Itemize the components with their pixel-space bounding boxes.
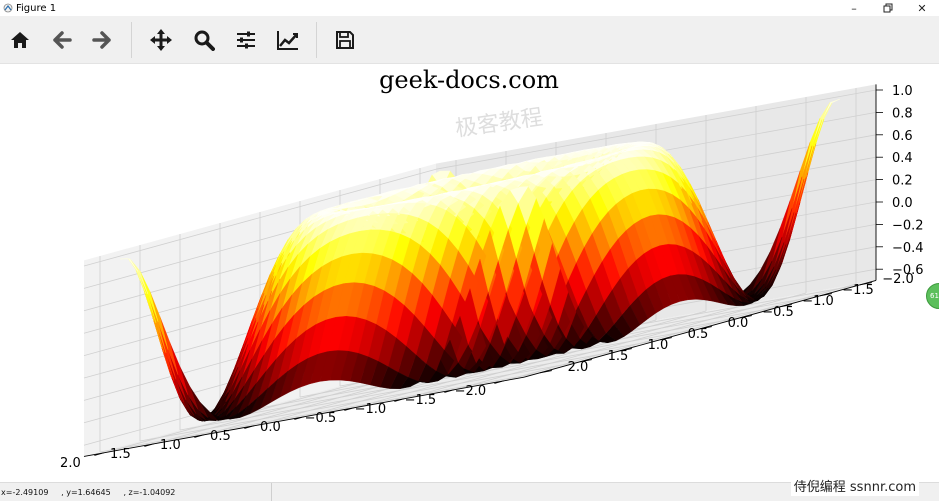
x-tick xyxy=(144,443,155,447)
edit-axis-button[interactable] xyxy=(273,25,303,55)
y-tick-label: 0.0 xyxy=(728,316,749,331)
x-tick xyxy=(194,434,205,438)
z-tick-label: −0.6 xyxy=(892,263,924,278)
z-tick-label: 0.6 xyxy=(892,129,913,144)
y-tick xyxy=(819,293,833,297)
z-tick-label: 0.4 xyxy=(892,151,913,166)
y-axis: 2.0 1.5 1.0 0.5 0.0 −0.5 −1.0 −1.5 −2.0 xyxy=(523,272,914,378)
x-tick-label: 0.0 xyxy=(260,420,281,435)
save-button[interactable] xyxy=(330,25,360,55)
toolbar xyxy=(0,16,939,64)
forward-button[interactable] xyxy=(87,25,117,55)
toolbar-separator xyxy=(131,22,132,58)
z-tick-label: 1.0 xyxy=(892,84,913,99)
coordinate-readout: x=-2.49109 , y=1.64645 , z=-1.04092 xyxy=(0,483,272,501)
x-tick xyxy=(244,425,255,429)
restore-icon[interactable] xyxy=(871,0,905,16)
x-tick-label: −0.5 xyxy=(305,411,337,426)
window-title: Figure 1 xyxy=(16,2,57,14)
z-tick-label: 0.2 xyxy=(892,174,913,189)
arrow-left-icon xyxy=(53,31,72,49)
site-watermark: 侍倪编程 ssnnr.com xyxy=(790,475,919,496)
y-tick xyxy=(779,304,793,308)
x-axis: 2.0 1.5 1.0 0.5 0.0 −0.5 −1.0 −1.5 −2.0 xyxy=(60,376,525,471)
x-tick xyxy=(494,380,505,384)
sliders-icon xyxy=(237,31,255,49)
status-bar: x=-2.49109 , y=1.64645 , z=-1.04092 xyxy=(0,482,939,501)
close-icon[interactable]: ✕ xyxy=(917,1,927,15)
arrow-right-icon xyxy=(92,31,111,49)
y-tick-label: 2.0 xyxy=(568,360,589,375)
z-tick-label: 0.8 xyxy=(892,106,913,121)
magnifier-icon xyxy=(194,30,215,51)
y-tick xyxy=(579,359,593,363)
watermark: 极客教程 xyxy=(454,105,545,142)
grid-line xyxy=(83,168,437,267)
back-button[interactable] xyxy=(47,25,77,55)
y-tick xyxy=(739,315,753,319)
x-tick xyxy=(444,389,455,393)
toolbar-separator xyxy=(316,22,317,58)
minimize-icon[interactable]: – xyxy=(851,1,857,15)
move-icon xyxy=(150,29,172,51)
x-tick-label: −1.0 xyxy=(355,402,387,417)
y-tick-label: 1.0 xyxy=(648,338,669,353)
x-tick xyxy=(344,407,355,411)
z-axis: 1.0 0.8 0.6 0.4 0.2 0.0 −0.2 −0.4 −0.6 xyxy=(875,84,924,281)
y-tick xyxy=(619,348,633,352)
x-tick xyxy=(94,452,105,456)
y-tick xyxy=(539,370,553,374)
surface-patch xyxy=(119,258,139,272)
y-tick-label: −1.0 xyxy=(802,294,834,309)
y-tick-label: 1.5 xyxy=(608,349,629,364)
z-tick-label: −0.2 xyxy=(892,218,924,233)
pan-button[interactable] xyxy=(146,25,176,55)
zoom-button[interactable] xyxy=(189,25,219,55)
z-tick-label: 0.0 xyxy=(892,196,913,211)
x-tick xyxy=(394,398,405,402)
x-tick xyxy=(294,416,305,420)
x-tick-label: −1.5 xyxy=(405,393,437,408)
chart-title: geek-docs.com xyxy=(379,66,559,94)
x-tick-label: 1.0 xyxy=(160,438,181,453)
floppy-icon xyxy=(336,31,354,49)
x-tick-label: 1.5 xyxy=(110,447,131,462)
surface-mesh xyxy=(119,98,841,422)
y-tick xyxy=(659,337,673,341)
x-tick-label: 0.5 xyxy=(210,429,231,444)
x-tick-label: −2.0 xyxy=(455,384,487,399)
subplots-button[interactable] xyxy=(231,25,261,55)
y-tick-label: −1.5 xyxy=(842,283,874,298)
z-tick-label: −0.4 xyxy=(892,241,924,256)
y-tick-label: −0.5 xyxy=(762,305,794,320)
grid-line xyxy=(435,89,877,170)
y-tick xyxy=(859,282,873,286)
x-tick-label: 2.0 xyxy=(60,456,81,471)
title-bar: Figure 1 – ✕ xyxy=(0,0,939,16)
y-tick xyxy=(699,326,713,330)
line-chart-icon xyxy=(277,31,298,50)
home-button[interactable] xyxy=(5,25,35,55)
window-controls: – ✕ xyxy=(837,0,939,16)
home-icon xyxy=(11,32,29,48)
y-tick-label: −2.0 xyxy=(882,272,914,287)
app-icon xyxy=(3,3,13,13)
surface-plot[interactable]: 1.0 0.8 0.6 0.4 0.2 0.0 −0.2 −0.4 −0.6 2.0 1.5 1.0… xyxy=(0,64,939,482)
y-tick-label: 0.5 xyxy=(688,327,709,342)
